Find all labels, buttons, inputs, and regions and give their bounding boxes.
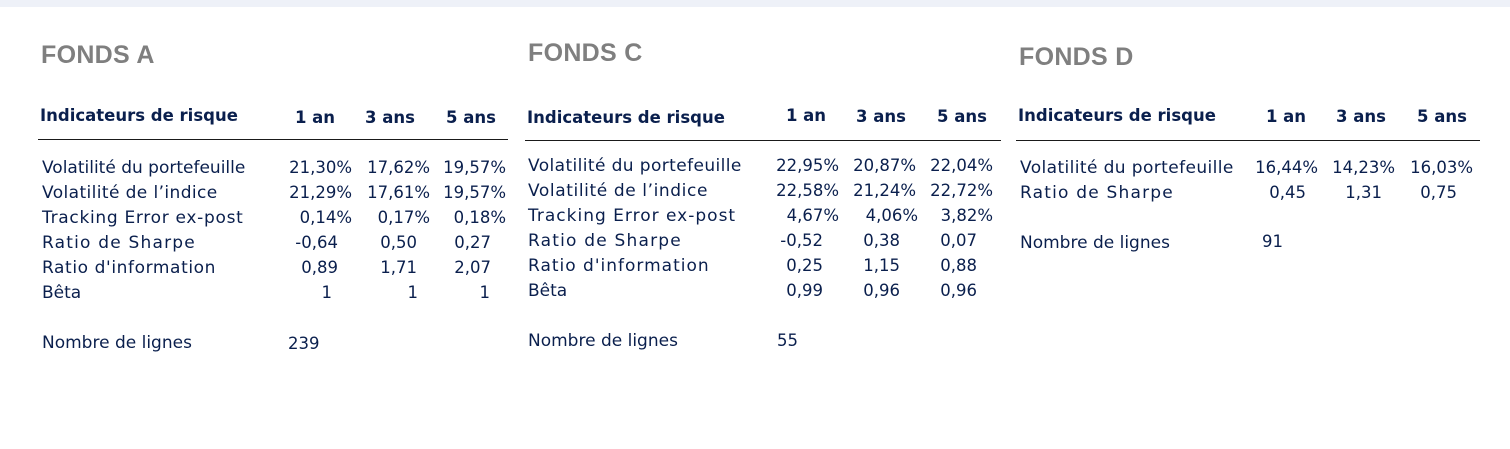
fonds-a-cell: 0,18% [453, 208, 506, 227]
fonds-a-cell: 17,62% [367, 158, 430, 177]
fonds-a-cell: 1 [321, 283, 333, 302]
fonds-d-header-1an: 1 an [1265, 107, 1307, 126]
fonds-a-cell: 0,27 [454, 233, 491, 252]
fonds-d-cell: 16,03% [1410, 158, 1473, 177]
fonds-c-row-label: Volatilité de l’indice [528, 181, 709, 201]
fonds-a-count-value: 239 [288, 334, 320, 353]
fonds-a-count-label: Nombre de lignes [42, 333, 192, 353]
fonds-a-cell: 2,07 [454, 258, 491, 277]
fonds-d-header-label: Indicateurs de risque [1018, 106, 1216, 125]
fonds-c-cell: -0,52 [780, 231, 823, 250]
fonds-a-cell: 0,89 [301, 258, 338, 277]
fonds-c-cell: 0,96 [940, 281, 977, 300]
fonds-a-cell: -0,64 [295, 233, 338, 252]
fonds-c-header-5ans: 5 ans [937, 107, 987, 126]
fonds-a-cell: 0,50 [380, 233, 417, 252]
fonds-c-cell: 0,99 [786, 281, 823, 300]
fonds-c-cell: 3,82% [940, 206, 993, 225]
fonds-c-header-label: Indicateurs de risque [527, 108, 725, 127]
fonds-c-cell: 0,96 [863, 281, 900, 300]
fonds-c-count-value: 55 [777, 331, 798, 350]
fonds-c-cell: 4,06% [865, 206, 918, 225]
fonds-a-cell: 1 [407, 283, 419, 302]
fonds-c-cell: 4,67% [786, 206, 839, 225]
fonds-d-title: FONDS D [1019, 43, 1134, 71]
fonds-c-cell: 22,72% [930, 181, 993, 200]
fonds-c-title: FONDS C [528, 39, 643, 67]
fonds-c-header-rule [525, 140, 1001, 141]
fonds-a-row-label: Tracking Error ex-post [42, 208, 244, 228]
fonds-a-title: FONDS A [41, 41, 155, 69]
fonds-d-header-3ans: 3 ans [1336, 107, 1386, 126]
fonds-c-row-label: Ratio d'information [528, 256, 710, 276]
fonds-a-cell: 21,29% [289, 183, 352, 202]
fonds-a-header-label: Indicateurs de risque [40, 106, 238, 125]
fonds-a-cell: 1 [479, 283, 491, 302]
top-strip [0, 0, 1510, 7]
fonds-c-row-label: Bêta [528, 281, 568, 301]
fonds-c-cell: 20,87% [853, 156, 916, 175]
fonds-a-header-rule [38, 139, 508, 140]
fonds-c-count-label: Nombre de lignes [528, 331, 678, 351]
fonds-d-count-label: Nombre de lignes [1020, 233, 1170, 253]
fonds-a-header-1an: 1 an [294, 108, 336, 127]
fonds-a-cell: 21,30% [289, 158, 352, 177]
fonds-c-cell: 22,58% [776, 181, 839, 200]
fonds-c-cell: 1,15 [863, 256, 900, 275]
fonds-a-cell: 19,57% [443, 183, 506, 202]
fonds-a-row-label: Bêta [42, 283, 82, 303]
fonds-c-cell: 0,07 [940, 231, 977, 250]
fonds-a-cell: 0,17% [377, 208, 430, 227]
fonds-c-cell: 0,38 [863, 231, 900, 250]
fonds-c-cell: 0,25 [786, 256, 823, 275]
fonds-d-cell: 16,44% [1255, 158, 1318, 177]
fonds-a-header-5ans: 5 ans [446, 108, 496, 127]
fonds-a-cell: 17,61% [367, 183, 430, 202]
fonds-c-row-label: Tracking Error ex-post [528, 206, 737, 226]
fonds-a-row-label: Volatilité de l’indice [42, 183, 218, 203]
fonds-c-cell: 22,95% [776, 156, 839, 175]
fonds-a-row-label: Volatilité du portefeuille [42, 158, 246, 178]
fonds-c-header-3ans: 3 ans [856, 107, 906, 126]
fonds-c-cell: 0,88 [940, 256, 977, 275]
fonds-c-cell: 21,24% [853, 181, 916, 200]
fonds-a-header-3ans: 3 ans [365, 108, 415, 127]
fonds-c-row-label: Volatilité du portefeuille [528, 156, 742, 176]
fonds-d-cell: 1,31 [1345, 183, 1382, 202]
fonds-d-header-5ans: 5 ans [1417, 107, 1467, 126]
fonds-a-row-label: Ratio de Sharpe [42, 233, 196, 253]
fonds-c-row-label: Ratio de Sharpe [528, 231, 682, 251]
fonds-d-header-rule [1016, 140, 1480, 141]
fonds-d-row-label: Volatilité du portefeuille [1020, 158, 1234, 178]
fonds-d-count-value: 91 [1262, 232, 1283, 251]
fonds-c-cell: 22,04% [930, 156, 993, 175]
fonds-d-cell: 0,75 [1420, 183, 1457, 202]
fonds-d-cell: 0,45 [1269, 183, 1306, 202]
fonds-a-row-label: Ratio d'information [42, 258, 217, 278]
fonds-a-cell: 0,14% [299, 208, 352, 227]
fonds-d-row-label: Ratio de Sharpe [1020, 183, 1174, 203]
fonds-a-cell: 19,57% [443, 158, 506, 177]
fonds-a-cell: 1,71 [380, 258, 417, 277]
fonds-c-header-1an: 1 an [785, 106, 827, 125]
fonds-d-cell: 14,23% [1332, 158, 1395, 177]
